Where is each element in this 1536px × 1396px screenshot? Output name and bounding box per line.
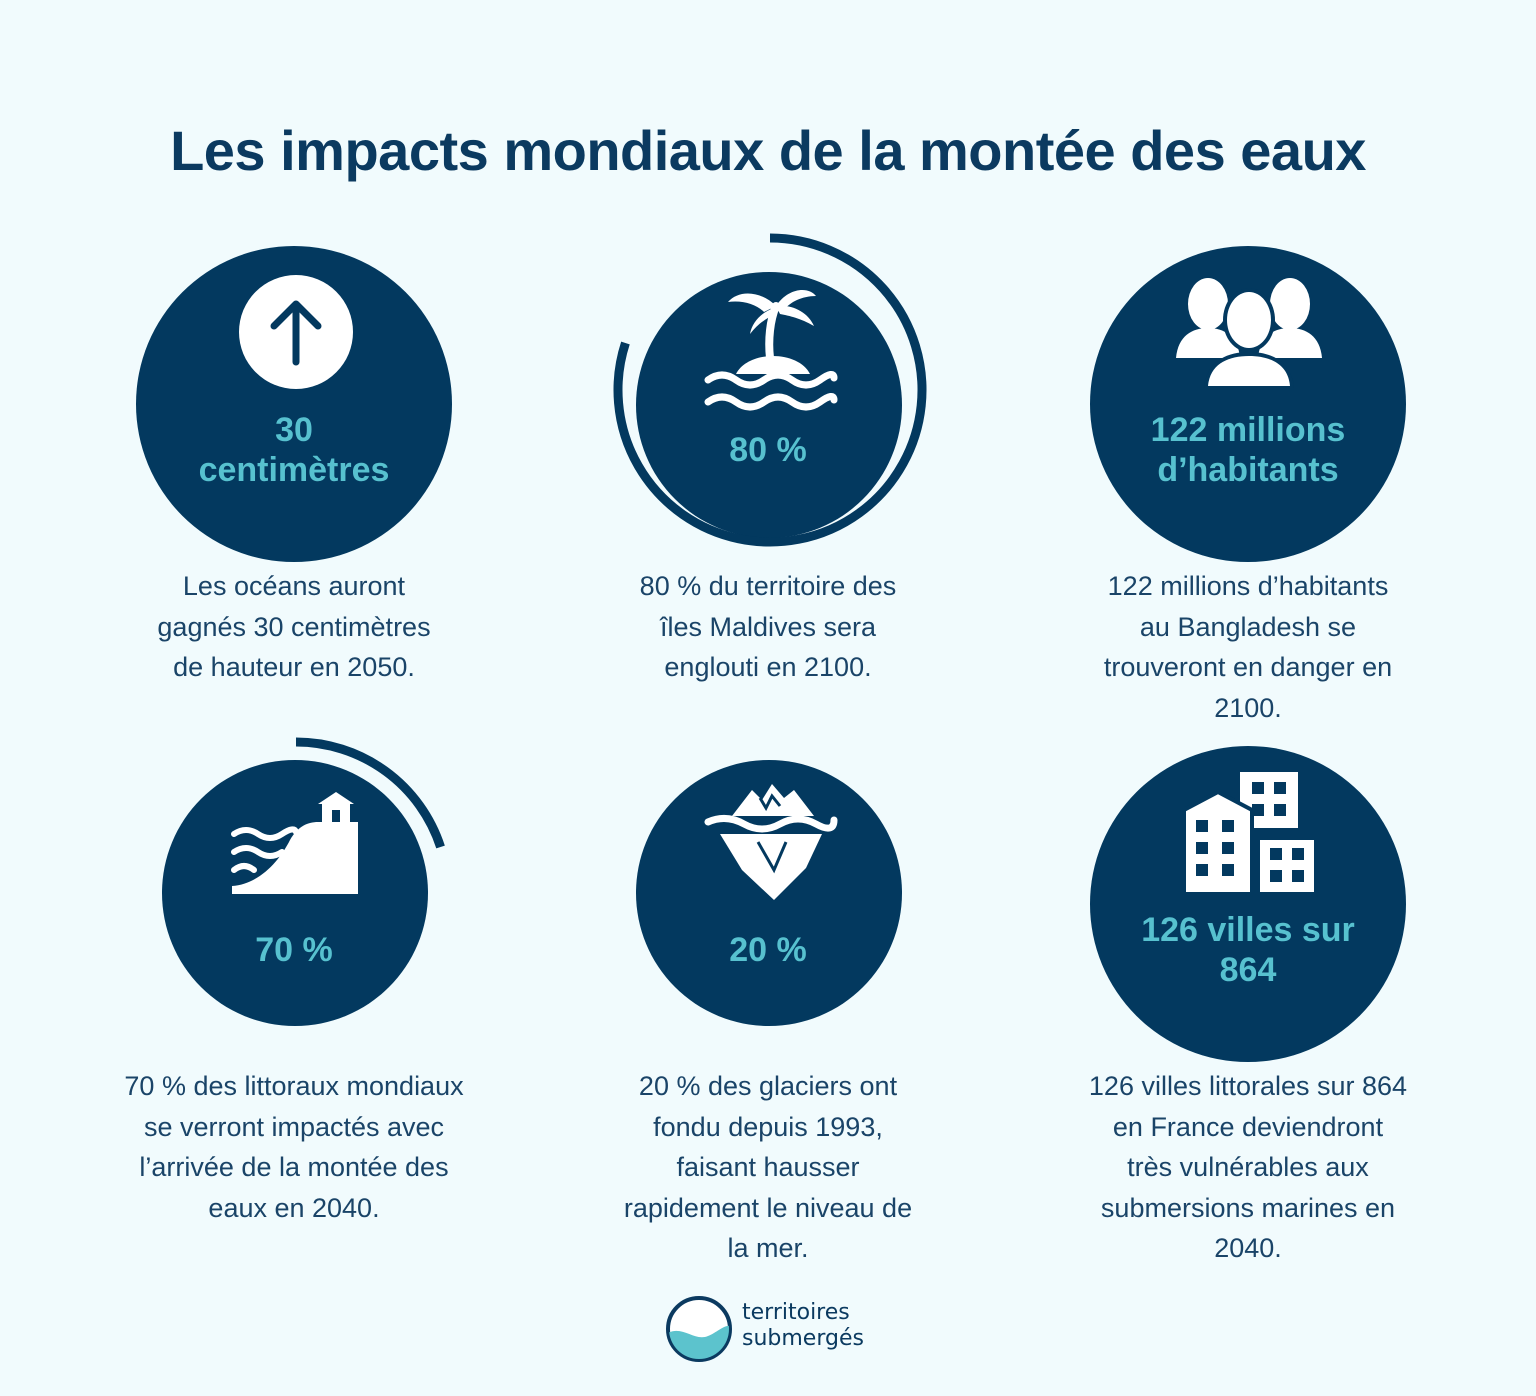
progress-ring bbox=[295, 737, 445, 849]
coast-house-waves-icon bbox=[231, 792, 358, 894]
people-group-icon bbox=[1176, 278, 1322, 388]
city-buildings-icon bbox=[1182, 772, 1318, 896]
logo-text: territoires submergés bbox=[742, 1300, 864, 1351]
stat-card-maldives: 80 % 80 % du territoire des îles Maldive… bbox=[548, 230, 988, 700]
progress-ring-arc bbox=[295, 737, 445, 849]
page-title: Les impacts mondiaux de la montée des ea… bbox=[170, 119, 1366, 182]
progress-ring-arc bbox=[613, 233, 927, 547]
stat-description: 80 % du territoire des îles Maldives ser… bbox=[639, 571, 897, 682]
brand-logo: territoires submergés bbox=[664, 1294, 884, 1364]
stat-value: 80 % bbox=[729, 431, 807, 469]
stat-description: 122 millions d’habitants au Bangladesh s… bbox=[1103, 571, 1393, 723]
stat-value: 30 centimètres bbox=[198, 411, 390, 489]
stat-description: 126 villes littorales sur 864 en France … bbox=[1088, 1071, 1408, 1263]
stat-value: 20 % bbox=[729, 931, 807, 969]
arrow-up-icon bbox=[239, 275, 353, 389]
stat-description: 20 % des glaciers ont fondu depuis 1993,… bbox=[623, 1071, 913, 1263]
island-palm-tree-icon bbox=[704, 290, 838, 411]
stat-card-coastlines: 70 % 70 % des littoraux mondiaux se verr… bbox=[74, 730, 514, 1250]
stat-card-sea-level: 30 centimètres Les océans auront gagnés 3… bbox=[74, 230, 514, 700]
stat-card-french-cities: 126 villes sur 864 126 villes littorales … bbox=[1028, 730, 1468, 1280]
stat-value: 70 % bbox=[255, 931, 333, 969]
stat-card-glaciers: 20 % 20 % des glaciers ont fondu depuis … bbox=[548, 730, 988, 1263]
progress-ring bbox=[613, 233, 927, 547]
wave-logo-icon bbox=[666, 1296, 732, 1362]
stat-card-bangladesh: 122 millions d’habitants 122 millions d’h… bbox=[1028, 230, 1468, 723]
stat-value: 122 millions d’habitants bbox=[1150, 411, 1346, 489]
stat-description: 70 % des littoraux mondiaux se verront i… bbox=[124, 1071, 464, 1223]
iceberg-icon bbox=[704, 784, 838, 900]
stat-description: Les océans auront gagnés 30 centimètres … bbox=[157, 571, 431, 682]
stat-value: 126 villes sur 864 bbox=[1141, 911, 1355, 989]
